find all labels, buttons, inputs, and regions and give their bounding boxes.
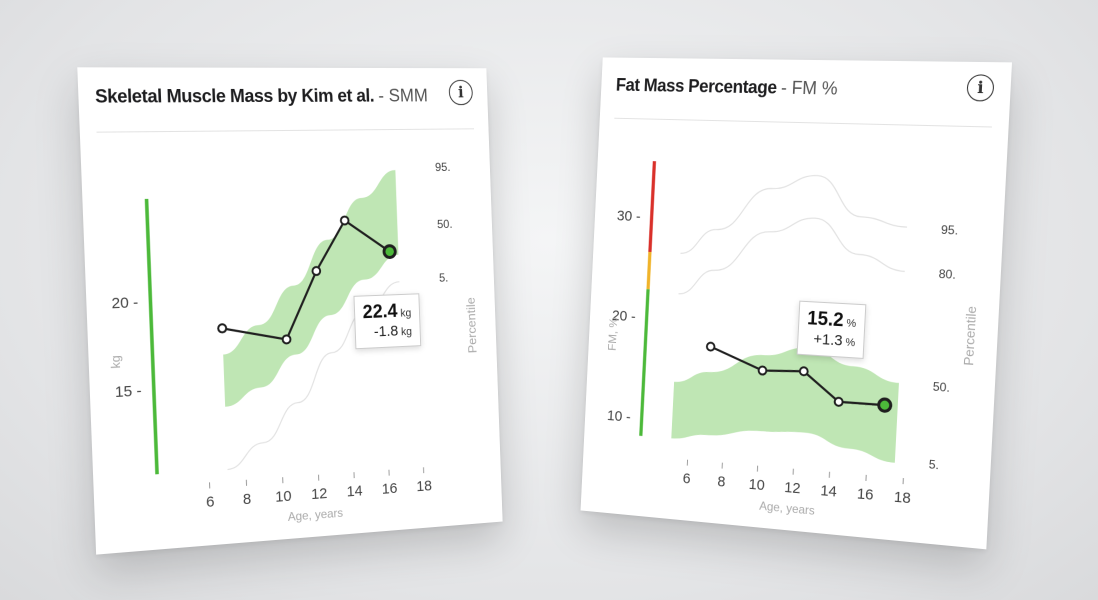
y-tick-label: 10 - [607,408,631,426]
card-subtitle: - FM % [781,78,839,99]
data-point [835,397,843,406]
percentile-band [216,170,403,407]
card-subtitle: - SMM [378,86,428,106]
x-tick-label: 8 [243,491,252,509]
x-tick-label: 18 [893,489,911,507]
x-tick-label: 14 [820,483,837,501]
percentile-label: 95. [435,160,451,174]
percentile-label: 95. [941,223,959,238]
range-indicator-segment [648,252,650,289]
y-axis-label: FM, % [606,317,620,351]
card-title: Skeletal Muscle Mass by Kim et al. [95,86,375,107]
smm-chart: 15 - 20 - 6 8 10 12 14 16 18 Age, years kg Percenti… [80,136,503,555]
value-tooltip: 15.2% +1.3% [797,301,866,359]
x-tick-label: 12 [784,480,801,498]
data-point [218,324,226,332]
data-point [800,367,808,376]
x-tick-label: 6 [206,493,215,511]
x-tick-label: 10 [748,476,765,494]
percentile-axis-label: Percentile [961,306,979,366]
data-point [283,335,291,343]
info-icon[interactable]: i [966,74,994,101]
x-tick-label: 10 [275,488,292,506]
data-point [758,366,766,374]
percentile-line-80 [679,213,908,306]
x-axis-label: Age, years [288,506,344,524]
percentile-label: 50. [932,380,950,395]
data-point [341,216,349,224]
smm-card: Skeletal Muscle Mass by Kim et al. - SMM… [77,67,502,554]
y-tick-label: 15 - [115,382,142,401]
x-tick-label: 6 [682,471,691,488]
percentile-label: 5. [928,458,939,473]
x-tick-label: 16 [382,480,398,498]
data-point [312,267,320,275]
card-title: Fat Mass Percentage [615,75,777,97]
x-tick-label: 12 [311,485,328,503]
info-icon[interactable]: i [448,80,473,105]
range-indicator-segment [147,199,158,474]
fm-card: Fat Mass Percentage - FM % i 10 -20 -30 … [581,57,1012,549]
x-tick-label: 18 [416,478,432,496]
percentile-line-95 [681,171,910,264]
x-tick-label: 14 [346,483,362,501]
percentile-label: 5. [439,271,449,285]
x-tick-label: 8 [717,474,726,491]
y-tick-label: 20 - [111,294,138,312]
percentile-axis-label: Percentile [464,297,480,354]
range-indicator-segment [650,161,654,252]
value-tooltip: 22.4 kg -1.8 kg [353,293,420,349]
percentile-label: 50. [437,217,453,231]
card-header: Fat Mass Percentage - FM % i [614,75,994,127]
percentile-band [671,339,900,462]
x-tick-label: 16 [856,486,873,504]
card-header: Skeletal Muscle Mass by Kim et al. - SMM… [95,86,474,133]
current-data-point [384,246,396,258]
current-data-point [878,399,891,412]
percentile-label: 80. [938,268,956,283]
data-point [707,342,715,350]
fm-chart: 10 -20 -30 -6 8 10 12 14 16 18Age, yearsFM, % P… [581,125,1009,549]
y-axis-label: kg [108,355,123,369]
range-indicator-segment [641,289,648,436]
y-tick-label: 30 - [617,208,642,225]
x-axis-label: Age, years [759,499,815,518]
